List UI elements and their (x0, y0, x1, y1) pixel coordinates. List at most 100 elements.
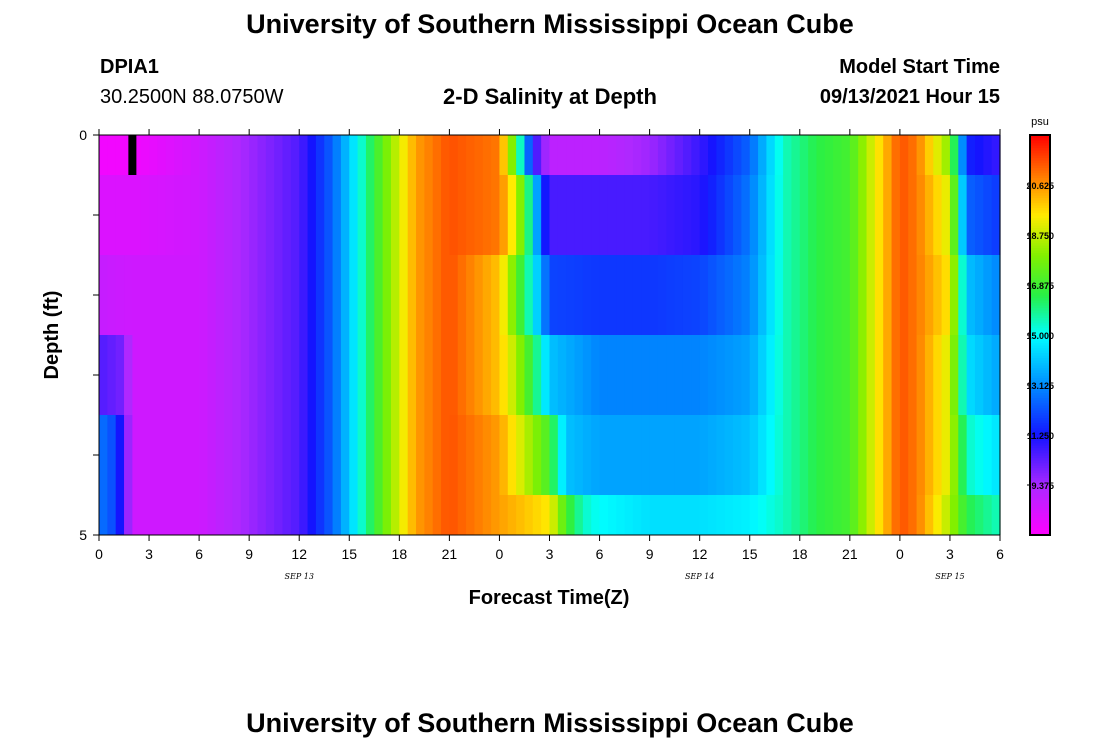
colorbar-segment (1030, 350, 1050, 354)
heatmap-cell (491, 495, 501, 535)
heatmap-cell (641, 135, 651, 175)
colorbar-segment (1030, 420, 1050, 424)
heatmap-cell (499, 135, 509, 175)
heatmap-cell (582, 495, 592, 535)
heatmap-cell (874, 175, 884, 255)
heatmap-cell (566, 135, 576, 175)
heatmap-cell (249, 415, 259, 495)
heatmap-cell (966, 255, 976, 335)
colorbar-segment (1030, 155, 1050, 159)
heatmap-cell (758, 415, 767, 495)
x-tick-label: 9 (646, 546, 654, 562)
colorbar-segment (1030, 167, 1050, 171)
colorbar-segment (1030, 235, 1050, 239)
heatmap-cell (199, 135, 209, 175)
heatmap-cell (324, 335, 334, 415)
heatmap-cell (315, 335, 325, 415)
heatmap-cell (207, 135, 217, 175)
heatmap-cell (541, 335, 551, 415)
heatmap-cell (649, 175, 659, 255)
heatmap-cell (165, 175, 175, 255)
heatmap-cell (332, 415, 342, 495)
heatmap-cell (916, 255, 926, 335)
heatmap-cell (866, 175, 876, 255)
colorbar-segment (1030, 307, 1050, 311)
heatmap-cell (307, 335, 317, 415)
colorbar-tick-label: 15.000 (1026, 331, 1054, 341)
colorbar-segment (1030, 215, 1050, 219)
x-tick-label: 12 (291, 546, 307, 562)
heatmap-cell (240, 415, 250, 495)
heatmap-cell (299, 255, 309, 335)
heatmap-cell (491, 135, 501, 175)
heatmap-cell (349, 255, 359, 335)
heatmap-cell (149, 335, 158, 415)
heatmap-cell (849, 255, 859, 335)
colorbar-segment (1030, 407, 1050, 411)
heatmap-cell (574, 495, 584, 535)
model-start-value: 09/13/2021 Hour 15 (819, 86, 1000, 108)
heatmap-cell (599, 255, 609, 335)
heatmap-cell (591, 495, 601, 535)
heatmap-cell (265, 335, 275, 415)
heatmap-cell (274, 135, 284, 175)
heatmap-cell (224, 415, 234, 495)
heatmap-cell (265, 255, 275, 335)
heatmap-cell (374, 415, 384, 495)
heatmap-cell (557, 335, 567, 415)
heatmap-cell (824, 135, 834, 175)
heatmap-cell (966, 175, 976, 255)
heatmap-cell (607, 335, 617, 415)
heatmap-cell (774, 175, 784, 255)
heatmap-cell (232, 175, 242, 255)
heatmap-cell (499, 255, 509, 335)
heatmap-cell (991, 415, 1001, 495)
colorbar-segment (1030, 175, 1050, 179)
heatmap-cell (149, 415, 158, 495)
heatmap-cell (482, 335, 492, 415)
heatmap-cell (741, 495, 751, 535)
current-time-marker (128, 135, 137, 175)
colorbar-segment (1030, 210, 1050, 214)
heatmap-cell (299, 335, 309, 415)
heatmap-cell (474, 335, 484, 415)
heatmap-cell (357, 335, 367, 415)
heatmap-cell (983, 255, 993, 335)
heatmap-cell (399, 255, 409, 335)
heatmap-cell (165, 495, 175, 535)
heatmap-cell (390, 135, 400, 175)
colorbar-segment (1030, 485, 1050, 489)
heatmap-cell (174, 335, 184, 415)
heatmap-cell (891, 495, 901, 535)
colorbar-segment (1030, 340, 1050, 344)
heatmap-cell (849, 175, 859, 255)
colorbar-segment (1030, 377, 1050, 381)
colorbar-segment (1030, 297, 1050, 301)
colorbar-segment (1030, 295, 1050, 299)
heatmap-cell (941, 135, 951, 175)
heatmap-cell (607, 415, 617, 495)
heatmap-cell (482, 495, 492, 535)
colorbar-segment (1030, 480, 1050, 484)
heatmap-cell (390, 335, 400, 415)
heatmap-cell (307, 175, 317, 255)
heatmap-cell (507, 255, 517, 335)
colorbar-segment (1030, 252, 1050, 256)
colorbar-segment (1030, 385, 1050, 389)
heatmap-cell (724, 335, 734, 415)
colorbar-segment (1030, 530, 1050, 534)
colorbar-segment (1030, 522, 1050, 526)
colorbar-segment (1030, 147, 1050, 151)
colorbar-segment (1030, 312, 1050, 316)
heatmap-cell (991, 175, 1001, 255)
heatmap-cell (949, 255, 959, 335)
heatmap-cell (866, 335, 876, 415)
heatmap-cell (307, 135, 317, 175)
heatmap-cell (524, 415, 534, 495)
heatmap-cell (315, 135, 325, 175)
colorbar-segment (1030, 447, 1050, 451)
heatmap-cell (532, 175, 542, 255)
heatmap-cell (157, 495, 167, 535)
heatmap-cell (749, 175, 759, 255)
heatmap-cell (232, 255, 242, 335)
